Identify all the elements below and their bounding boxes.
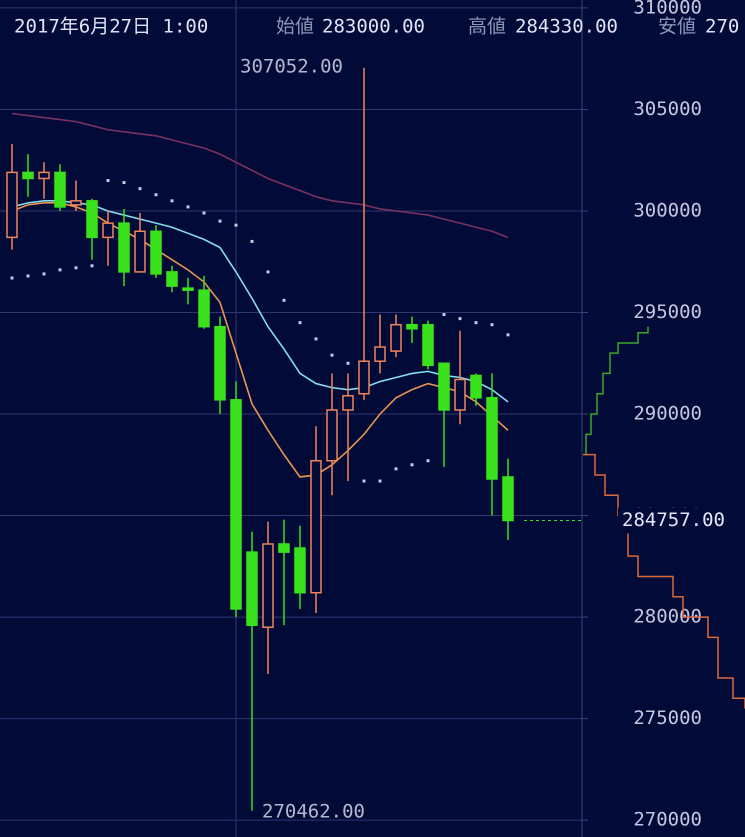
sar-dot (282, 298, 286, 302)
candle-body (422, 323, 434, 367)
candle-body (406, 323, 418, 330)
sar-dot (506, 333, 510, 337)
sar-dot (42, 272, 46, 276)
sar-dot (426, 459, 430, 463)
candle-body (54, 171, 66, 208)
candle-body (118, 222, 130, 273)
sar-dot (378, 479, 382, 483)
candle-body (214, 325, 226, 401)
header-datetime: 2017年6月27日 1:00 (14, 16, 208, 38)
current-price-label: 284757.00 (622, 509, 725, 531)
sar-dot (90, 264, 94, 268)
candle-body (86, 200, 98, 239)
candle-body (134, 230, 146, 273)
y-tick-label: 280000 (633, 606, 702, 628)
sar-dot (394, 467, 398, 471)
high-annotation: 307052.00 (240, 55, 343, 77)
sar-dot (10, 276, 14, 280)
candle-body (470, 374, 482, 399)
candle-body (182, 287, 194, 291)
sar-dot (266, 270, 270, 274)
y-tick-label: 275000 (633, 707, 702, 729)
candle-body (278, 543, 290, 553)
sar-dot (154, 193, 158, 197)
sar-dot (138, 187, 142, 191)
candle-body (22, 171, 34, 180)
sar-dot (250, 239, 254, 243)
y-tick-label: 270000 (633, 809, 702, 831)
sar-dot (170, 199, 174, 203)
sar-dot (122, 181, 126, 185)
depth-line (583, 326, 649, 456)
candle-body (38, 171, 50, 180)
header-label: 始値 (276, 16, 314, 38)
current-price-box (618, 507, 745, 534)
candle-body (374, 346, 386, 362)
sar-dot (442, 313, 446, 317)
sar-dot (490, 323, 494, 327)
candle-body (358, 360, 370, 395)
sar-dot (346, 361, 350, 365)
candle-body (246, 551, 258, 626)
candle-body (454, 378, 466, 411)
candle-body (294, 547, 306, 594)
candle-body (502, 476, 514, 522)
sar-dot (234, 223, 238, 227)
candle-body (6, 171, 18, 239)
sar-dot (330, 353, 334, 357)
sar-dot (26, 274, 30, 278)
candle-body (310, 459, 322, 594)
candle-body (390, 323, 402, 352)
candle-body (342, 395, 354, 411)
header-value: 283000.00 (322, 16, 425, 38)
candle-body (198, 289, 210, 328)
moving-average (11, 112, 509, 239)
y-tick-label: 310000 (633, 0, 702, 18)
sar-dot (58, 268, 62, 272)
sar-dot (314, 337, 318, 341)
depth-line (583, 453, 745, 709)
y-tick-label: 290000 (633, 403, 702, 425)
y-tick-label: 295000 (633, 301, 702, 323)
sar-dot (362, 479, 366, 483)
sar-dot (298, 321, 302, 325)
y-tick-label: 305000 (633, 98, 702, 120)
sar-dot (218, 219, 222, 223)
sar-dot (410, 463, 414, 467)
sar-dot (474, 321, 478, 325)
candle-body (438, 362, 450, 411)
sar-dot (106, 179, 110, 183)
candle-body (102, 222, 114, 239)
header-label: 安値 (658, 16, 696, 38)
y-tick-label: 300000 (633, 199, 702, 221)
sar-dot (202, 211, 206, 215)
candle-body (150, 230, 162, 275)
header-value: 270 (705, 16, 739, 38)
candle-body (166, 271, 178, 287)
header-value: 284330.00 (515, 16, 618, 38)
header: 2017年6月27日 1:00 始値 283000.00 高値 284330.0… (14, 16, 739, 38)
candle-body (262, 543, 274, 628)
sar-dot (186, 205, 190, 209)
header-label: 高値 (468, 16, 506, 38)
sar-dot (74, 266, 78, 270)
low-annotation: 270462.00 (262, 800, 365, 822)
candle-body (70, 200, 82, 206)
candle-body (486, 397, 498, 480)
candle-body (230, 399, 242, 610)
sar-dot (458, 317, 462, 321)
candle-body (326, 409, 338, 462)
